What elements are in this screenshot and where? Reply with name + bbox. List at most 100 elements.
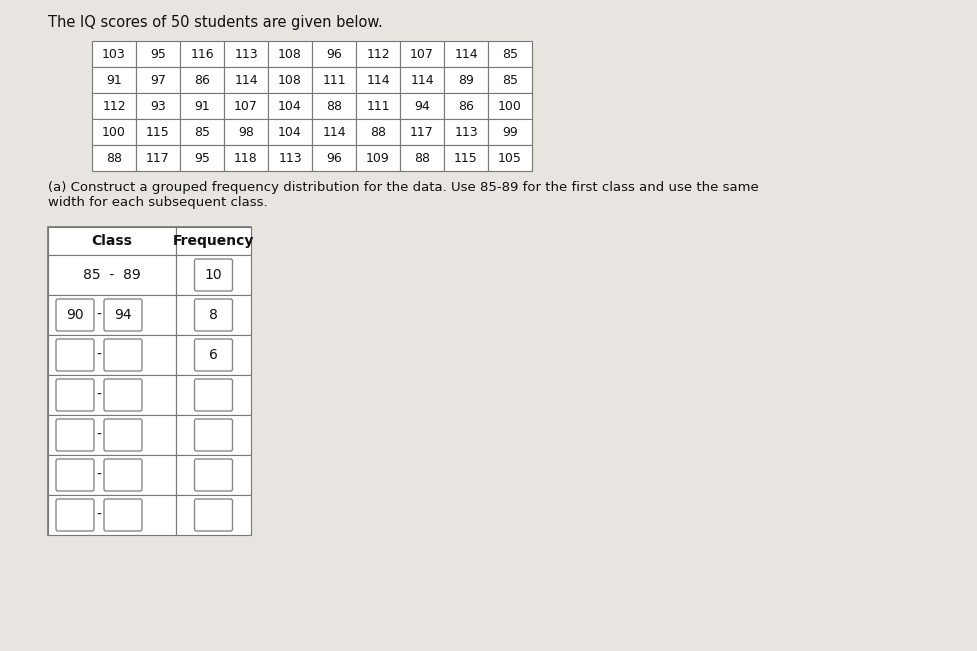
Text: -: - [97, 508, 102, 522]
Text: 117: 117 [146, 152, 170, 165]
FancyBboxPatch shape [194, 259, 233, 291]
Text: -: - [97, 428, 102, 442]
Text: 95: 95 [149, 48, 166, 61]
Bar [268, 93, 312, 119]
Bar [488, 119, 531, 145]
Text: 114: 114 [321, 126, 346, 139]
Text: 108: 108 [277, 74, 302, 87]
Bar [488, 145, 531, 171]
Text: 100: 100 [497, 100, 522, 113]
Text: 86: 86 [193, 74, 210, 87]
FancyBboxPatch shape [56, 379, 94, 411]
Text: 114: 114 [453, 48, 478, 61]
Text: (a) Construct a grouped frequency distribution for the data. Use 85‑89 for the f: (a) Construct a grouped frequency distri… [48, 181, 758, 209]
Bar [268, 119, 312, 145]
Bar [224, 145, 268, 171]
Text: 98: 98 [237, 126, 254, 139]
Text: 114: 114 [409, 74, 434, 87]
Bar [444, 41, 488, 67]
Text: 96: 96 [325, 48, 342, 61]
Bar [92, 67, 136, 93]
Text: 108: 108 [277, 48, 302, 61]
Bar [400, 145, 444, 171]
Text: 10: 10 [204, 268, 222, 282]
Text: 88: 88 [106, 152, 122, 165]
Bar [356, 41, 400, 67]
FancyBboxPatch shape [56, 339, 94, 371]
Bar [92, 119, 136, 145]
Text: 113: 113 [277, 152, 302, 165]
Bar [224, 41, 268, 67]
Bar [488, 67, 531, 93]
Text: 88: 88 [369, 126, 386, 139]
FancyBboxPatch shape [194, 339, 233, 371]
Bar [444, 145, 488, 171]
FancyBboxPatch shape [104, 299, 142, 331]
Text: Frequency: Frequency [173, 234, 254, 248]
Bar [312, 67, 356, 93]
FancyBboxPatch shape [56, 299, 94, 331]
Bar [488, 41, 531, 67]
FancyBboxPatch shape [104, 379, 142, 411]
FancyBboxPatch shape [194, 459, 233, 491]
Bar [48, 455, 176, 495]
Text: 115: 115 [146, 126, 170, 139]
Bar [48, 255, 176, 295]
Bar [444, 93, 488, 119]
Text: 93: 93 [150, 100, 166, 113]
Bar [48, 375, 176, 415]
Bar [136, 145, 180, 171]
Bar [444, 119, 488, 145]
Bar [268, 145, 312, 171]
Text: -: - [97, 388, 102, 402]
Text: 118: 118 [234, 152, 258, 165]
Bar [224, 67, 268, 93]
Bar [136, 67, 180, 93]
FancyBboxPatch shape [104, 459, 142, 491]
Text: 107: 107 [409, 48, 434, 61]
Bar [176, 375, 251, 415]
Text: 91: 91 [193, 100, 210, 113]
Bar [312, 145, 356, 171]
Text: 85: 85 [501, 48, 518, 61]
Bar [180, 93, 224, 119]
Bar [176, 295, 251, 335]
Bar [224, 119, 268, 145]
Text: 105: 105 [497, 152, 522, 165]
Text: 89: 89 [457, 74, 474, 87]
Text: 112: 112 [102, 100, 126, 113]
Text: -: - [97, 348, 102, 362]
Bar [92, 93, 136, 119]
Text: 112: 112 [365, 48, 390, 61]
Text: 88: 88 [413, 152, 430, 165]
FancyBboxPatch shape [194, 419, 233, 451]
Bar [92, 41, 136, 67]
FancyBboxPatch shape [104, 339, 142, 371]
Bar [444, 67, 488, 93]
FancyBboxPatch shape [194, 499, 233, 531]
FancyBboxPatch shape [104, 499, 142, 531]
Text: 117: 117 [409, 126, 434, 139]
Text: 114: 114 [234, 74, 258, 87]
Text: 109: 109 [365, 152, 390, 165]
FancyBboxPatch shape [194, 299, 233, 331]
Text: 85: 85 [193, 126, 210, 139]
Text: 113: 113 [453, 126, 478, 139]
Bar [268, 41, 312, 67]
Text: 99: 99 [501, 126, 518, 139]
FancyBboxPatch shape [56, 499, 94, 531]
FancyBboxPatch shape [56, 459, 94, 491]
Bar [224, 93, 268, 119]
Text: The IQ scores of 50 students are given below.: The IQ scores of 50 students are given b… [48, 15, 382, 30]
Bar [48, 415, 176, 455]
Bar [312, 93, 356, 119]
Text: 114: 114 [365, 74, 390, 87]
Bar [136, 93, 180, 119]
Text: 88: 88 [325, 100, 342, 113]
Text: 91: 91 [106, 74, 122, 87]
FancyBboxPatch shape [56, 419, 94, 451]
Bar [488, 93, 531, 119]
Bar [176, 227, 251, 255]
Text: 85  -  89: 85 - 89 [83, 268, 141, 282]
Bar [136, 41, 180, 67]
